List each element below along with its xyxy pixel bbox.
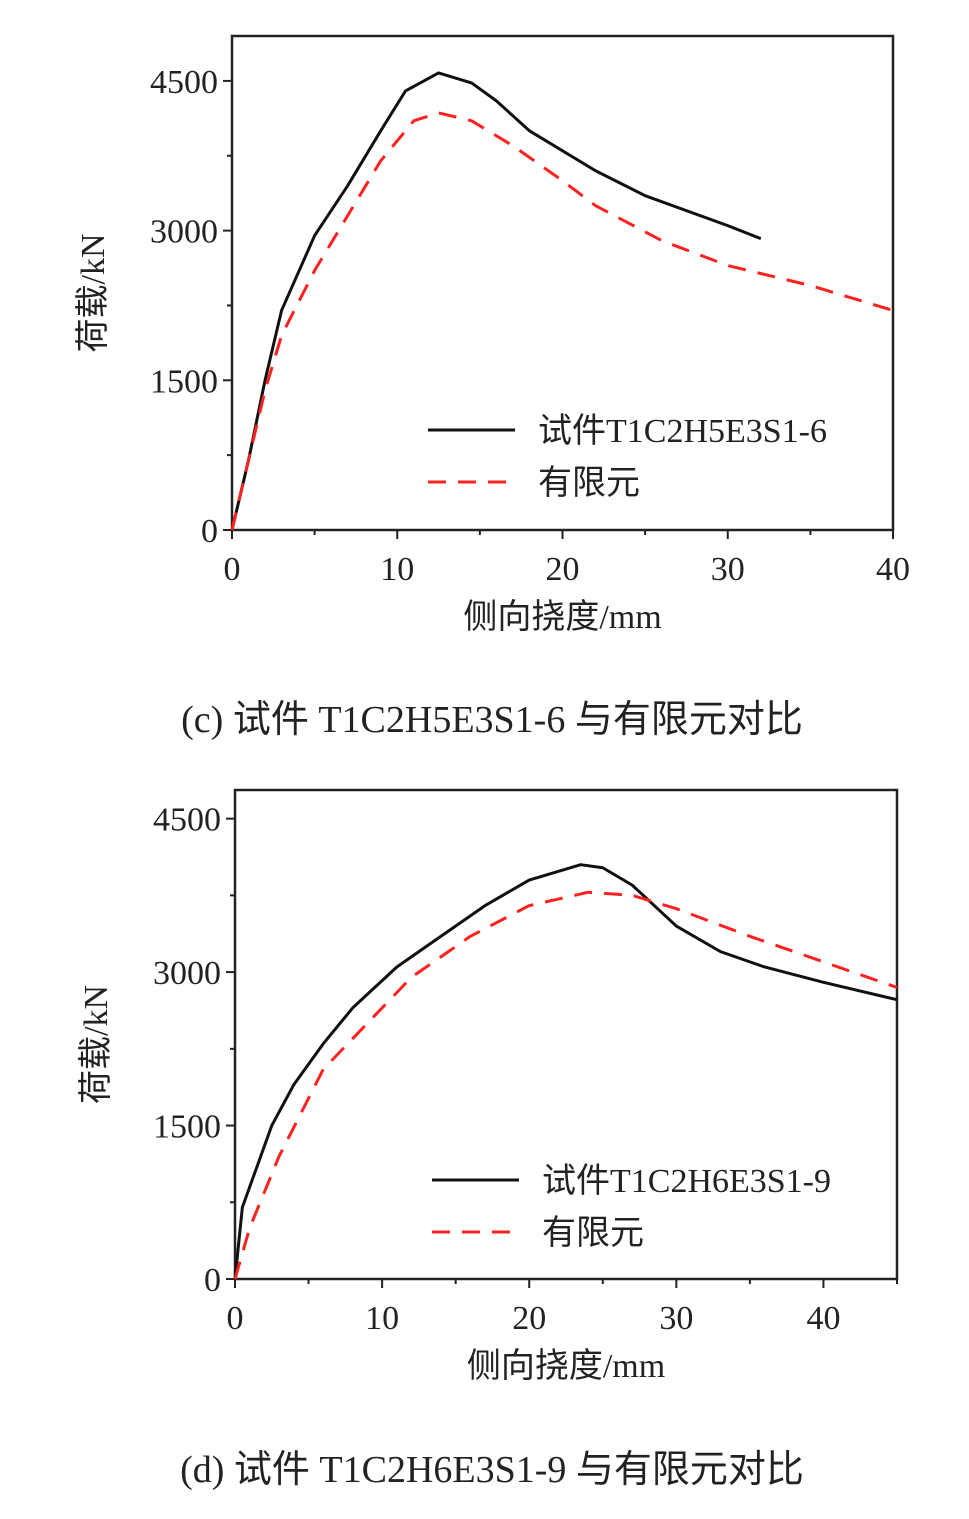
series-line-test (233, 863, 898, 1280)
y-tick-label: 1500 (150, 363, 218, 400)
y-tick-label: 4500 (150, 64, 218, 101)
x-tick-label: 0 (224, 551, 241, 588)
x-tick-label: 10 (380, 551, 414, 588)
x-tick-label: 30 (711, 551, 745, 588)
x-tick-label: 20 (546, 551, 580, 588)
y-tick-label: 3000 (153, 955, 221, 992)
x-tick-label: 0 (227, 1300, 244, 1337)
y-tick-label: 3000 (150, 214, 218, 251)
legend-label: 有限元 (542, 1214, 644, 1252)
x-tick-label: 10 (365, 1300, 399, 1337)
y-axis-label: 荷载/kN (77, 985, 115, 1104)
chart-c: 0 10 20 30 40 0 1500 3000 4500 侧向挠度/mm 荷载/kN 试件T1C2… (74, 34, 910, 741)
y-tick-label: 0 (204, 1262, 221, 1299)
legend-label: 试件T1C2H5E3S1-6 (538, 413, 827, 450)
figure-caption: (c) 试件 T1C2H5E3S1-6 与有限元对比 (181, 699, 803, 741)
x-tick-label: 20 (512, 1300, 546, 1337)
x-axis-label: 侧向挠度/mm (463, 598, 661, 636)
legend-label: 有限元 (538, 464, 640, 502)
series-line-fem (230, 111, 894, 531)
x-tick-label: 30 (659, 1300, 693, 1337)
x-axis-label: 侧向挠度/mm (467, 1347, 665, 1385)
y-tick-label: 0 (201, 513, 218, 550)
y-tick-label: 4500 (153, 802, 221, 839)
plot-frame (233, 788, 899, 1281)
y-tick-label: 1500 (153, 1109, 221, 1146)
legend-label: 试件T1C2H6E3S1-9 (542, 1163, 831, 1200)
x-tick-label: 40 (876, 551, 910, 588)
x-tick-label: 40 (806, 1300, 840, 1337)
series-line-fem (233, 890, 898, 1280)
series-line-test (230, 71, 762, 531)
chart-d: 0 10 20 30 40 0 1500 3000 4500 侧向挠度/mm 荷载/kN 试件T1C2… (77, 788, 899, 1491)
y-axis-label: 荷载/kN (74, 234, 112, 353)
figure-caption: (d) 试件 T1C2H6E3S1-9 与有限元对比 (180, 1449, 804, 1491)
